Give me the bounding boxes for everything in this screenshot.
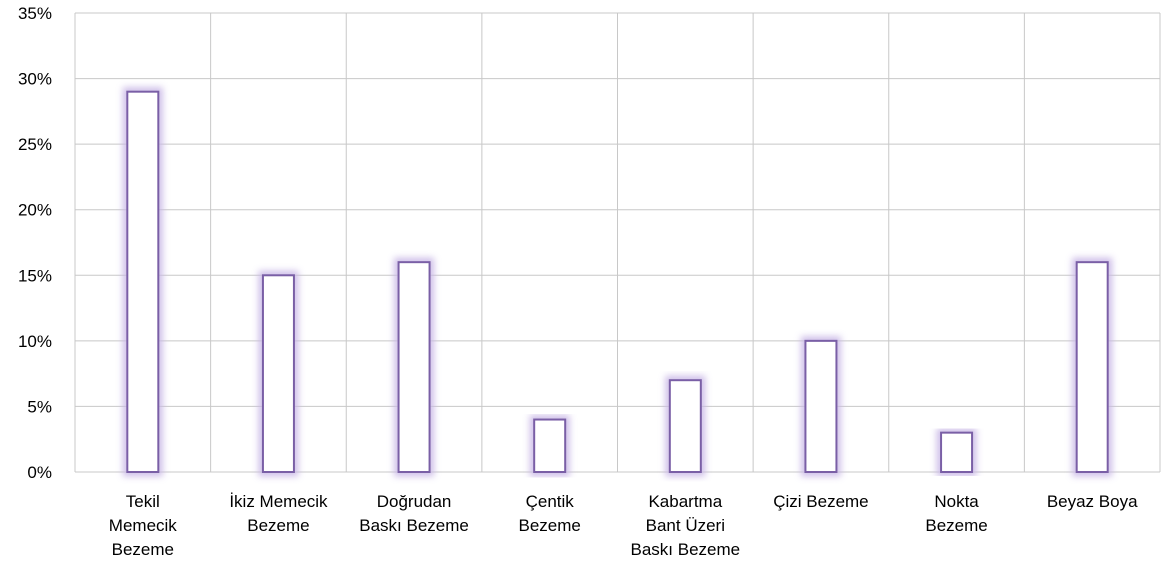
x-tick-label: Çentik Bezeme bbox=[519, 492, 581, 535]
bar-rect bbox=[261, 274, 295, 473]
y-tick-label: 0% bbox=[27, 463, 52, 482]
gridlines bbox=[74, 12, 1161, 473]
y-tick-label: 15% bbox=[18, 266, 52, 285]
x-axis-labels: Tekil Memecik Bezeme İkiz Memecik Bezeme Doğr… bbox=[109, 492, 1138, 559]
y-tick-label: 10% bbox=[18, 332, 52, 351]
bar bbox=[665, 375, 706, 477]
bar bbox=[1072, 257, 1113, 477]
bar-rect bbox=[126, 90, 160, 474]
bar bbox=[122, 87, 163, 477]
bar bbox=[529, 415, 570, 477]
x-tick-label: Doğrudan Baskı Bezeme bbox=[359, 492, 469, 535]
y-tick-label: 30% bbox=[18, 70, 52, 89]
y-tick-label: 20% bbox=[18, 201, 52, 220]
bar-rect bbox=[1075, 261, 1109, 473]
x-tick-label: İkiz Memecik Bezeme bbox=[229, 492, 328, 535]
bar-rect bbox=[804, 339, 838, 473]
bar-rect bbox=[940, 431, 974, 473]
y-tick-label: 35% bbox=[18, 4, 52, 23]
bar bbox=[258, 270, 299, 477]
bar-rect bbox=[533, 418, 567, 473]
bar-rect bbox=[668, 379, 702, 474]
bars bbox=[122, 87, 1113, 477]
y-tick-label: 25% bbox=[18, 135, 52, 154]
x-tick-label: Nokta Bezeme bbox=[925, 492, 987, 535]
y-tick-label: 5% bbox=[27, 397, 52, 416]
x-tick-label: Tekil Memecik Bezeme bbox=[109, 492, 178, 559]
y-axis-ticks: 0% 5% 10% 15% 20% 25% 30% 35% bbox=[18, 4, 52, 482]
bar bbox=[800, 336, 841, 477]
x-tick-label: Çizi Bezeme bbox=[773, 492, 868, 511]
bar-rect bbox=[397, 261, 431, 473]
x-tick-label: Beyaz Boya bbox=[1047, 492, 1138, 511]
x-tick-label: Kabartma Bant Üzeri Baskı Bezeme bbox=[631, 492, 741, 559]
bar bbox=[394, 257, 435, 477]
bar bbox=[936, 428, 977, 477]
